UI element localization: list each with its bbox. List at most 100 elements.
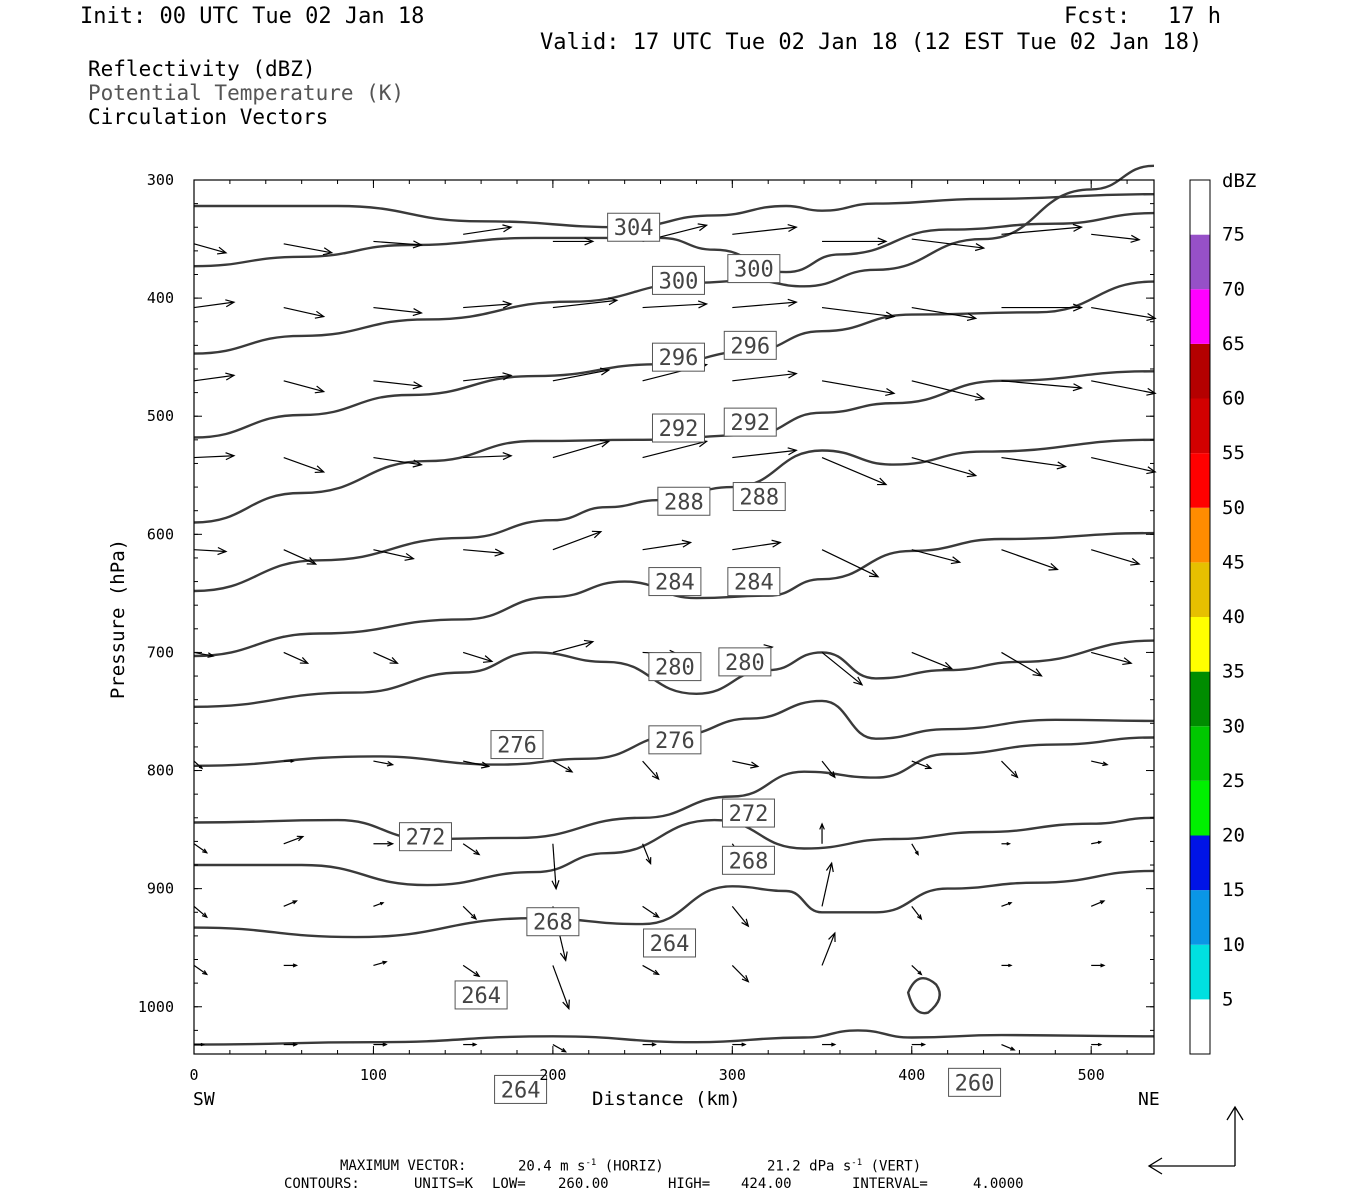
vector-87 bbox=[1091, 840, 1103, 845]
vector-78 bbox=[283, 835, 305, 845]
axis-ticks: 0 100 200 300 400 500 300 400 500 600 700 800 900 100… bbox=[138, 171, 1154, 1084]
init-time: Init: 00 UTC Tue 02 Jan 18 bbox=[80, 4, 425, 29]
contour-label-2: 300 bbox=[727, 254, 781, 284]
colorbar-segment-12 bbox=[1190, 343, 1210, 399]
x-axis-label: Distance (km) bbox=[592, 1088, 741, 1110]
contour-label-text: 304 bbox=[614, 216, 654, 241]
contour-label-text: 264 bbox=[501, 1078, 541, 1103]
forecast-hour: 17 h bbox=[1168, 4, 1221, 29]
vector-51 bbox=[821, 549, 880, 578]
vector-80 bbox=[462, 843, 481, 856]
vector-112 bbox=[373, 1042, 388, 1047]
vector-66 bbox=[193, 760, 204, 770]
vector-2 bbox=[373, 240, 423, 249]
closed-contour bbox=[906, 977, 941, 1015]
vector-105 bbox=[731, 964, 750, 983]
vector-28 bbox=[732, 370, 798, 382]
field-circulation-vectors: Circulation Vectors bbox=[88, 105, 329, 129]
y-tick-label: 800 bbox=[147, 762, 174, 780]
vector-17 bbox=[732, 298, 798, 309]
valid-time: Valid: 17 UTC Tue 02 Jan 18 (12 EST Tue … bbox=[540, 30, 1203, 55]
colorbar-label: 20 bbox=[1222, 825, 1245, 847]
y-tick-label: 700 bbox=[147, 643, 174, 661]
isentrope-300-1 bbox=[193, 211, 1155, 274]
vector-3 bbox=[463, 224, 513, 235]
vector-106 bbox=[821, 931, 836, 966]
contour-label-6: 292 bbox=[723, 407, 777, 437]
vector-68 bbox=[373, 760, 395, 767]
contour-label-text: 260 bbox=[955, 1071, 995, 1096]
vector-1 bbox=[283, 243, 334, 256]
contour-label-text: 264 bbox=[650, 932, 690, 957]
vector-12 bbox=[283, 306, 326, 319]
vector-38 bbox=[642, 439, 709, 459]
contour-label-12: 280 bbox=[718, 647, 772, 677]
vector-22 bbox=[193, 372, 236, 382]
vector-47 bbox=[463, 548, 505, 557]
vector-62 bbox=[821, 651, 864, 686]
vector-86 bbox=[1001, 842, 1012, 846]
colorbar-segment-8 bbox=[1190, 562, 1210, 617]
vector-90 bbox=[373, 902, 385, 907]
y-tick-label: 400 bbox=[147, 289, 174, 307]
vector-120 bbox=[1091, 1042, 1103, 1047]
colorbar-label: 75 bbox=[1222, 224, 1245, 246]
contour-label-text: 296 bbox=[730, 334, 770, 359]
colorbar-segment-5 bbox=[1190, 726, 1210, 781]
vector-74 bbox=[911, 760, 933, 770]
vector-23 bbox=[283, 380, 326, 394]
vector-63 bbox=[911, 651, 954, 670]
y-tick-label: 500 bbox=[147, 407, 174, 425]
x-tick-label: 500 bbox=[1078, 1066, 1105, 1084]
vector-111 bbox=[283, 1042, 299, 1047]
vector-30 bbox=[911, 380, 986, 401]
vector-6 bbox=[732, 223, 798, 235]
vector-69 bbox=[463, 760, 491, 769]
vector-65 bbox=[1091, 651, 1133, 666]
contour-high-value: 424.00 bbox=[741, 1176, 792, 1192]
plot-frame bbox=[193, 179, 1155, 1055]
colorbar-segment-15 bbox=[1190, 180, 1210, 235]
vector-98 bbox=[1090, 900, 1106, 907]
isentrope-280-6 bbox=[193, 531, 1155, 658]
colorbar-label: 45 bbox=[1222, 551, 1245, 573]
vector-44 bbox=[193, 546, 228, 556]
contour-label-text: 292 bbox=[659, 417, 699, 442]
contour-label-text: 268 bbox=[729, 849, 769, 874]
contour-label-text: 280 bbox=[725, 651, 765, 676]
vector-48 bbox=[552, 530, 603, 551]
contour-label-0: 304 bbox=[607, 212, 661, 242]
vector-31 bbox=[1001, 380, 1084, 392]
vector-49 bbox=[642, 539, 693, 551]
contour-label-8: 288 bbox=[732, 482, 786, 512]
vector-107 bbox=[911, 964, 923, 976]
vector-58 bbox=[462, 651, 494, 663]
vector-94 bbox=[731, 905, 750, 928]
colorbar-segment-6 bbox=[1190, 671, 1210, 727]
contour-label-3: 296 bbox=[651, 342, 705, 372]
isentrope-264-10 bbox=[193, 816, 1155, 887]
vector-118 bbox=[911, 1042, 927, 1047]
vector-29 bbox=[821, 380, 896, 396]
colorbar-label: 30 bbox=[1222, 715, 1245, 737]
vector-59 bbox=[552, 639, 595, 654]
contour-label-text: 280 bbox=[655, 656, 695, 681]
vector-110 bbox=[194, 1042, 206, 1047]
contour-label-text: 264 bbox=[461, 984, 501, 1009]
vector-57 bbox=[373, 651, 399, 664]
vector-13 bbox=[373, 306, 423, 317]
contour-label-text: 300 bbox=[659, 269, 699, 294]
colorbar-label: 50 bbox=[1222, 497, 1245, 519]
vector-82 bbox=[642, 843, 652, 865]
contour-low-label: LOW= bbox=[492, 1176, 526, 1192]
vector-54 bbox=[1091, 549, 1141, 566]
vector-64 bbox=[1001, 651, 1043, 677]
contour-units: UNITS=K bbox=[414, 1176, 474, 1192]
vector-95 bbox=[821, 861, 834, 907]
field-reflectivity: Reflectivity (dBZ) bbox=[88, 57, 316, 81]
x-tick-label: 100 bbox=[360, 1066, 387, 1084]
vector-9 bbox=[1001, 223, 1084, 235]
colorbar-segment-1 bbox=[1190, 944, 1210, 1000]
contour-label-10: 284 bbox=[727, 567, 781, 597]
max-vertical-vector: 21.2 dPa s-1 (VERT) bbox=[767, 1158, 922, 1175]
